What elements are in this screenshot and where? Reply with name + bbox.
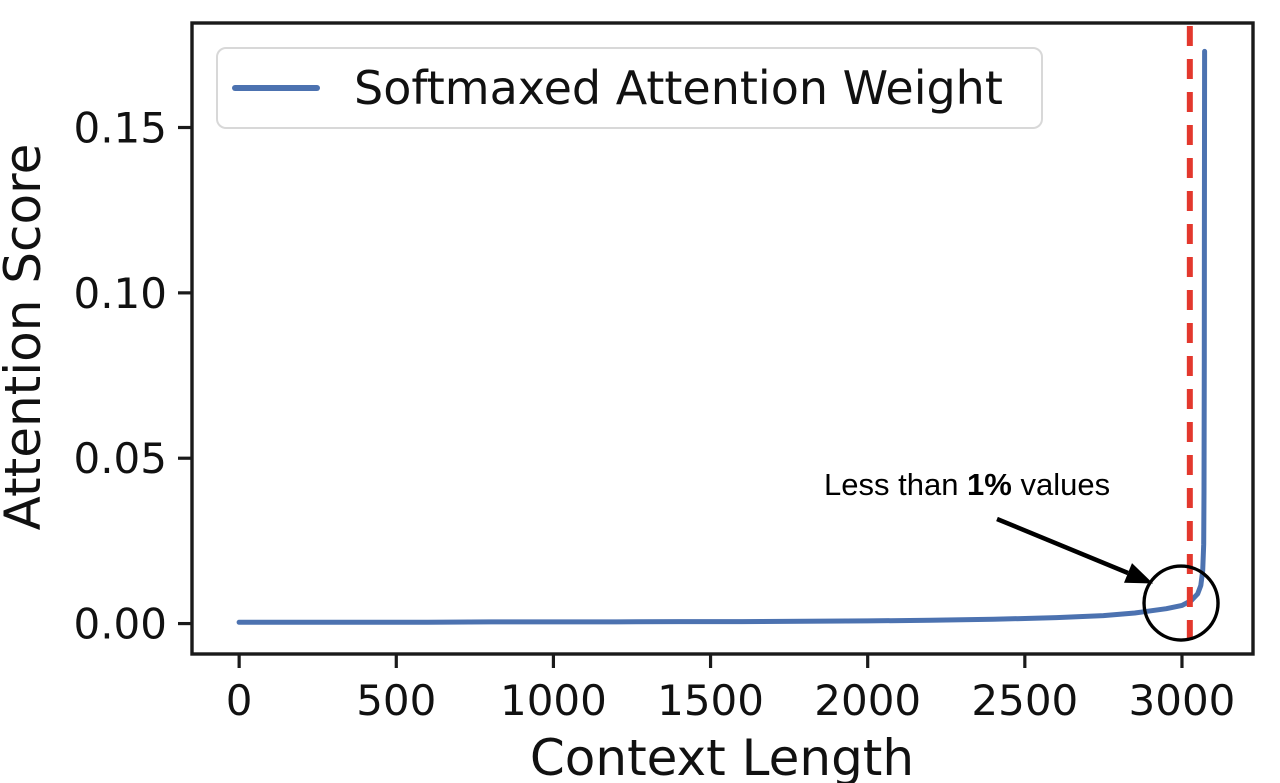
x-axis-label: Context Length [530, 729, 914, 783]
x-tick-label: 2000 [814, 676, 921, 725]
axes-border [190, 21, 1255, 656]
annotation-less-than-1pct: Less than 1% values [824, 469, 1110, 500]
y-tick-label: 0.10 [73, 269, 167, 318]
x-tick-label: 2500 [971, 676, 1078, 725]
series-line-softmaxed-attention [236, 48, 1208, 625]
legend-line-sample [232, 85, 320, 91]
x-tick-label: 500 [356, 676, 436, 725]
x-tick-label: 1000 [500, 676, 607, 725]
x-tick-label: 3000 [1129, 676, 1236, 725]
annotation-circle [1142, 564, 1220, 642]
legend-label: Softmaxed Attention Weight [354, 61, 1003, 115]
legend: Softmaxed Attention Weight [216, 47, 1043, 129]
annotation-text-prefix: Less than [824, 467, 968, 502]
annotation-arrow-head [1124, 563, 1153, 584]
annotation-text-bold: 1% [967, 467, 1012, 502]
annotation-text-suffix: values [1011, 467, 1111, 502]
annotation-arrow-shaft [996, 516, 1129, 576]
y-tick-label: 0.15 [73, 104, 167, 153]
y-tick-label: 0.05 [73, 434, 167, 483]
x-tick-label: 0 [226, 676, 253, 725]
y-axis-label: Attention Score [0, 144, 52, 531]
y-tick-label: 0.00 [73, 600, 167, 649]
x-tick-label: 1500 [657, 676, 764, 725]
